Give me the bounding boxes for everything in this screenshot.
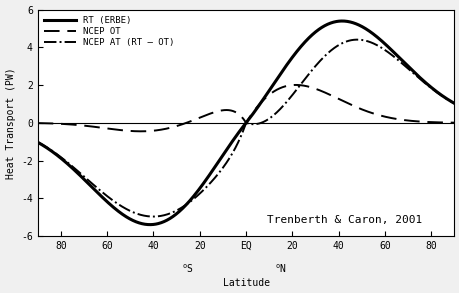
RT (ERBE) <box>203 177 209 181</box>
NCEP AT (RT – OT) <box>218 168 224 171</box>
NCEP OT <box>218 109 224 112</box>
NCEP AT (RT – OT) <box>35 140 40 144</box>
NCEP AT (RT – OT) <box>451 102 456 105</box>
RT (ERBE) <box>147 223 152 226</box>
NCEP AT (RT – OT) <box>321 55 326 58</box>
Line: NCEP OT: NCEP OT <box>38 85 453 131</box>
NCEP OT <box>78 123 83 127</box>
Text: Latitude: Latitude <box>222 277 269 288</box>
Text: Trenberth & Caron, 2001: Trenberth & Caron, 2001 <box>266 215 421 225</box>
NCEP OT <box>368 111 373 115</box>
NCEP OT <box>360 108 365 112</box>
Line: NCEP AT (RT – OT): NCEP AT (RT – OT) <box>38 40 453 217</box>
RT (ERBE) <box>35 141 40 144</box>
Text: $^\mathregular{o}$N: $^\mathregular{o}$N <box>274 263 286 275</box>
NCEP AT (RT – OT) <box>78 171 83 175</box>
Y-axis label: Heat Transport (PW): Heat Transport (PW) <box>6 67 16 179</box>
RT (ERBE) <box>368 30 373 34</box>
NCEP OT <box>35 121 40 125</box>
NCEP AT (RT – OT) <box>150 215 156 218</box>
RT (ERBE) <box>339 19 344 23</box>
RT (ERBE) <box>360 26 365 29</box>
RT (ERBE) <box>78 174 83 177</box>
NCEP OT <box>292 83 298 87</box>
NCEP AT (RT – OT) <box>354 38 359 41</box>
NCEP AT (RT – OT) <box>368 41 373 44</box>
Legend: RT (ERBE), NCEP OT, NCEP AT (RT – OT): RT (ERBE), NCEP OT, NCEP AT (RT – OT) <box>42 14 176 49</box>
RT (ERBE) <box>218 155 224 159</box>
Text: $^\mathregular{o}$S: $^\mathregular{o}$S <box>182 263 194 275</box>
RT (ERBE) <box>321 24 326 28</box>
RT (ERBE) <box>451 102 456 105</box>
NCEP OT <box>451 121 456 125</box>
NCEP AT (RT – OT) <box>203 185 209 189</box>
NCEP OT <box>138 130 143 133</box>
NCEP AT (RT – OT) <box>360 38 365 42</box>
NCEP OT <box>321 91 327 94</box>
NCEP OT <box>203 113 209 117</box>
Line: RT (ERBE): RT (ERBE) <box>38 21 453 225</box>
